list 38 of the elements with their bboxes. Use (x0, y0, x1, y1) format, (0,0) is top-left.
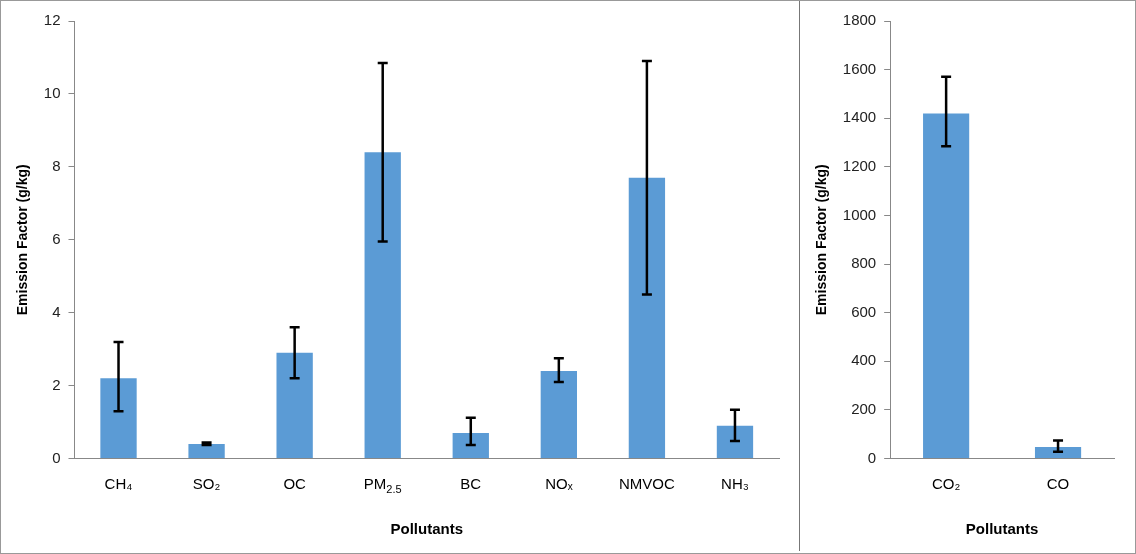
x-tick-label: CO₂ (931, 474, 961, 492)
bar (364, 152, 401, 459)
x-tick-label: NMVOC (618, 474, 675, 492)
y-tick-label: 10 (43, 84, 61, 102)
x-tick-label: OC (283, 474, 307, 492)
x-tick-label: NOₓ (545, 474, 573, 492)
bar (452, 433, 489, 459)
y-tick-label: 1800 (842, 11, 877, 29)
y-tick-label: 1000 (842, 205, 877, 223)
y-axis-title: Emission Factor (g/kg) (813, 164, 830, 316)
y-tick-label: 12 (43, 11, 61, 29)
x-tick-label: CH₄ (104, 474, 133, 492)
y-tick-label: 1600 (842, 59, 877, 77)
bar (188, 444, 225, 459)
x-tick-label: NH₃ (721, 474, 749, 492)
bar (276, 352, 313, 459)
bar (716, 425, 754, 459)
y-tick-label: 2 (52, 375, 61, 393)
y-tick-label: 0 (52, 448, 61, 466)
y-tick-label: 6 (52, 229, 61, 247)
bar (100, 378, 137, 459)
y-tick-label: 1400 (842, 108, 877, 126)
x-tick-label: SO₂ (192, 474, 221, 492)
y-tick-label: 800 (851, 254, 877, 272)
x-axis-title: Pollutants (965, 520, 1039, 538)
y-tick-label: 4 (52, 302, 61, 320)
y-tick-label: 8 (52, 157, 61, 175)
bar (628, 177, 666, 459)
y-tick-label: 1200 (842, 157, 877, 175)
bar (540, 371, 577, 459)
x-tick-label: CO (1046, 474, 1070, 492)
y-axis-title: Emission Factor (g/kg) (14, 164, 31, 316)
x-axis-title: Pollutants (390, 520, 463, 538)
y-tick-label: 200 (851, 400, 877, 418)
y-tick-label: 600 (851, 302, 877, 320)
y-tick-label: 400 (851, 351, 877, 369)
y-tick-label: 0 (867, 448, 877, 466)
x-tick-label: BC (460, 474, 482, 492)
